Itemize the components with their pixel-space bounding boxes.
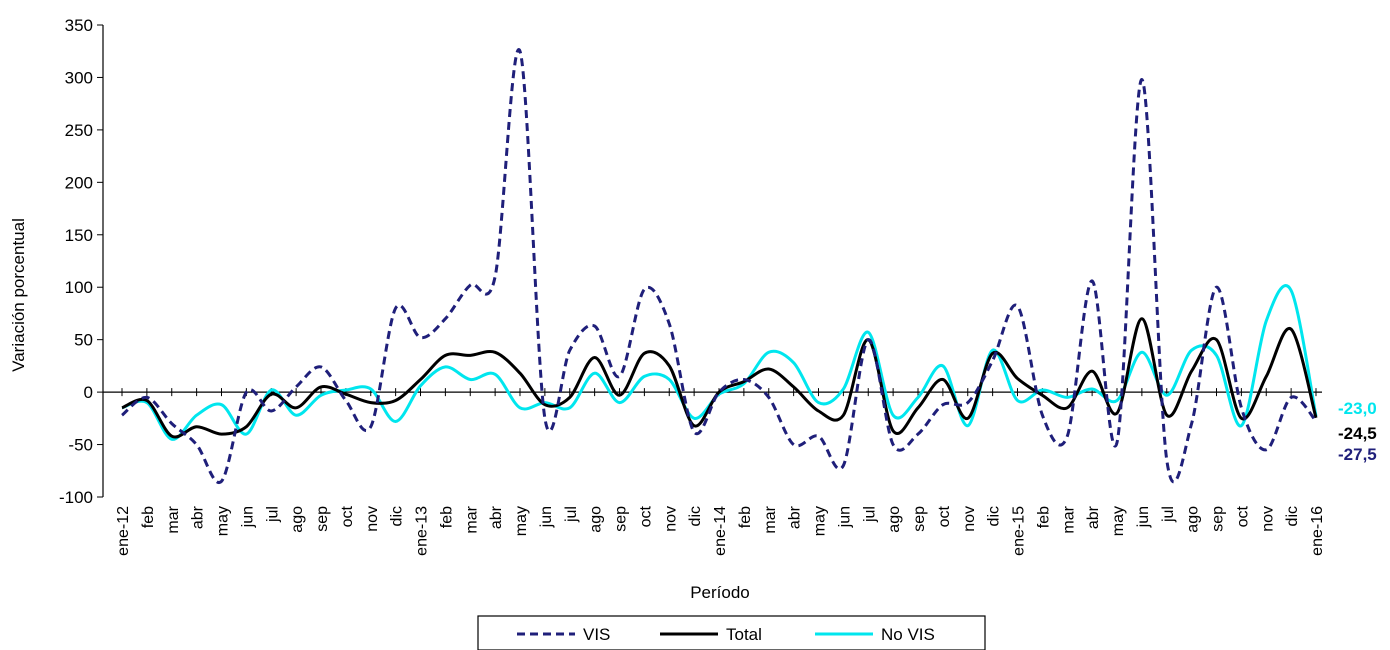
x-tick-label: mar (463, 505, 480, 533)
y-tick-label: 100 (65, 278, 93, 297)
legend-label-vis: VIS (583, 625, 610, 644)
x-tick-label: jun (1135, 506, 1152, 528)
x-tick-label: may (513, 506, 530, 536)
x-tick-label: nov (662, 506, 679, 532)
x-tick-label: ago (588, 506, 605, 533)
x-tick-label: feb (140, 506, 157, 528)
x-tick-label: jun (836, 506, 853, 528)
axes (102, 25, 1322, 497)
x-tick-label: ene-16 (1309, 506, 1326, 556)
x-tick-label: oct (1234, 505, 1251, 527)
x-tick-label: may (812, 506, 829, 536)
x-tick-label: dic (1284, 506, 1301, 526)
x-tick-label: mar (165, 505, 182, 533)
x-tick-label: dic (389, 506, 406, 526)
y-tick-label: 50 (74, 331, 93, 350)
end-value-labels: -23,0 -24,5 -27,5 (1338, 399, 1377, 464)
x-axis-ticks: ene-12 feb mar abr may jun jul ago sep oct nov dic e… (115, 388, 1326, 556)
y-tick-label: 250 (65, 121, 93, 140)
y-axis-ticks: -100 -50 0 50 100 150 200 250 300 350 (59, 16, 103, 507)
series-line-total (121, 317, 1318, 439)
x-tick-label: feb (438, 506, 455, 528)
x-tick-label: ene-15 (1011, 506, 1028, 556)
x-tick-label: ago (1185, 506, 1202, 533)
x-tick-label: dic (687, 506, 704, 526)
series-lines (121, 48, 1318, 485)
end-value-label: -27,5 (1338, 445, 1377, 464)
x-tick-label: oct (339, 505, 356, 527)
x-tick-label: jul (563, 506, 580, 523)
x-tick-label: feb (737, 506, 754, 528)
x-tick-label: nov (1259, 506, 1276, 532)
y-tick-label: -100 (59, 488, 93, 507)
x-axis-title: Período (690, 583, 750, 602)
x-tick-label: feb (1035, 506, 1052, 528)
x-tick-label: mar (762, 505, 779, 533)
x-tick-label: mar (1060, 505, 1077, 533)
x-tick-label: ene-14 (712, 506, 729, 556)
end-value-label: -24,5 (1338, 424, 1377, 443)
series-line-vis (121, 48, 1318, 485)
y-tick-label: 350 (65, 16, 93, 35)
x-tick-label: oct (936, 505, 953, 527)
x-tick-label: sep (314, 506, 331, 532)
y-tick-label: 200 (65, 173, 93, 192)
x-tick-label: dic (986, 506, 1003, 526)
x-tick-label: jul (264, 506, 281, 523)
series-line-no-vis (121, 284, 1318, 441)
x-tick-label: sep (613, 506, 630, 532)
x-tick-label: abr (190, 505, 207, 529)
x-tick-label: sep (911, 506, 928, 532)
x-tick-label: abr (787, 505, 804, 529)
y-axis-title: Variación porcentual (9, 218, 28, 372)
legend-label-no-vis: No VIS (881, 625, 935, 644)
x-tick-label: nov (364, 506, 381, 532)
x-tick-label: jun (239, 506, 256, 528)
x-tick-label: abr (488, 505, 505, 529)
legend-items: VIS Total No VIS (517, 625, 935, 644)
legend-label-total: Total (726, 625, 762, 644)
y-tick-label: 150 (65, 226, 93, 245)
x-tick-label: ene-13 (414, 506, 431, 556)
x-tick-label: sep (1210, 506, 1227, 532)
x-tick-label: may (1110, 506, 1127, 536)
x-tick-label: jul (861, 506, 878, 523)
x-tick-label: oct (637, 505, 654, 527)
end-value-label: -23,0 (1338, 399, 1377, 418)
x-tick-label: may (215, 506, 232, 536)
x-tick-label: jul (1160, 506, 1177, 523)
y-tick-label: 300 (65, 68, 93, 87)
x-tick-label: ene-12 (115, 506, 132, 556)
x-tick-label: jun (538, 506, 555, 528)
y-tick-label: 0 (84, 383, 93, 402)
x-tick-label: nov (961, 506, 978, 532)
y-tick-label: -50 (68, 436, 93, 455)
x-tick-label: ago (289, 506, 306, 533)
x-tick-label: abr (1085, 505, 1102, 529)
x-tick-label: ago (886, 506, 903, 533)
legend: VIS Total No VIS (477, 615, 986, 650)
